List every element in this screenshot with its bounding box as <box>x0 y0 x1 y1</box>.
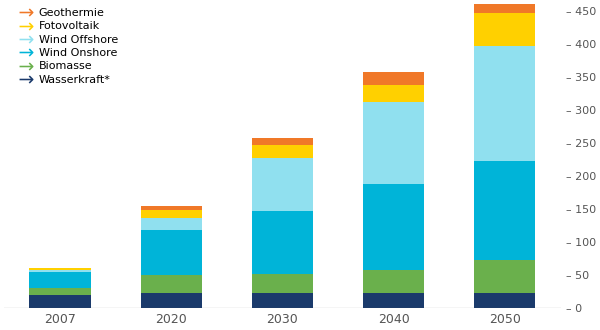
Bar <box>363 293 424 308</box>
Bar <box>474 293 535 308</box>
Bar <box>474 260 535 293</box>
Bar <box>252 211 313 274</box>
Bar <box>140 206 202 210</box>
Bar <box>140 275 202 293</box>
Bar <box>140 218 202 230</box>
Bar <box>252 158 313 211</box>
Bar <box>252 274 313 293</box>
Bar <box>252 145 313 158</box>
Bar <box>474 0 535 13</box>
Bar <box>363 270 424 293</box>
Bar <box>140 293 202 308</box>
Bar <box>474 46 535 161</box>
Bar <box>140 210 202 218</box>
Bar <box>363 102 424 184</box>
Bar <box>29 270 91 272</box>
Legend: Geothermie, Fotovoltaik, Wind Offshore, Wind Onshore, Biomasse, Wasserkraft*: Geothermie, Fotovoltaik, Wind Offshore, … <box>15 4 122 89</box>
Bar <box>29 288 91 295</box>
Bar <box>252 293 313 308</box>
Bar <box>140 230 202 275</box>
Bar <box>363 184 424 270</box>
Bar <box>363 85 424 102</box>
Bar <box>29 295 91 308</box>
Bar <box>29 272 91 288</box>
Bar <box>363 72 424 85</box>
Bar <box>29 268 91 270</box>
Bar <box>474 13 535 46</box>
Bar <box>252 138 313 145</box>
Bar <box>474 161 535 260</box>
